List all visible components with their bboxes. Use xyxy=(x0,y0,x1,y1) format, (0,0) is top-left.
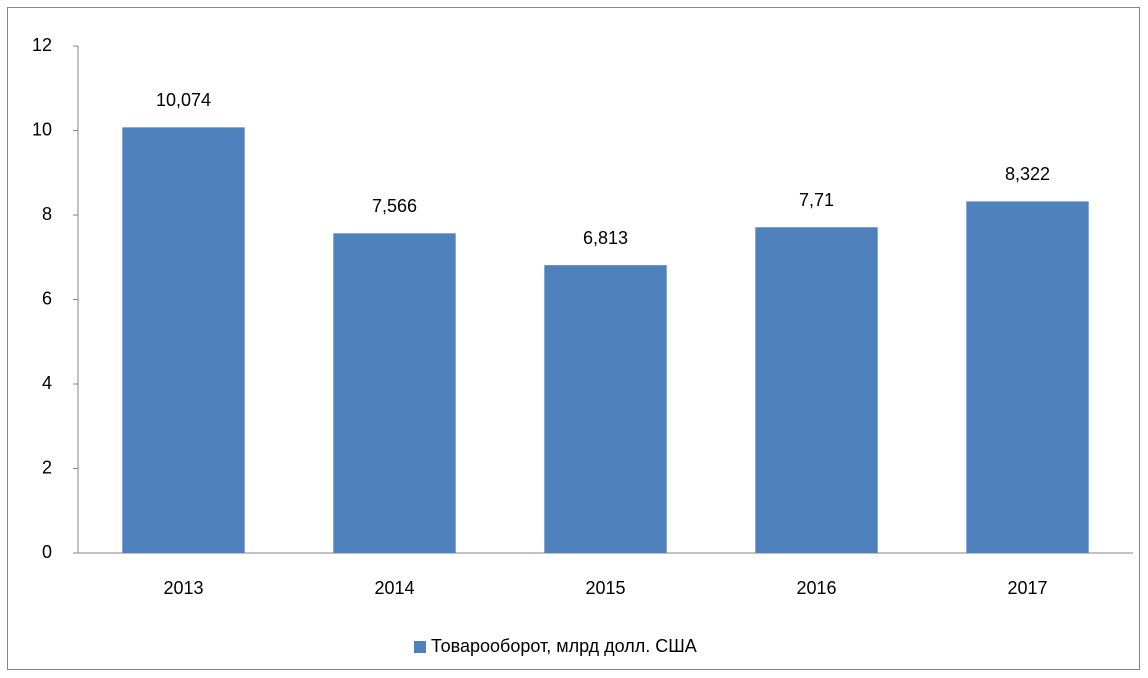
x-tick-label: 2017 xyxy=(1007,578,1047,598)
legend-label: Товарооборот, млрд долл. США xyxy=(431,636,697,656)
legend-swatch xyxy=(414,641,426,653)
x-tick-label: 2016 xyxy=(796,578,836,598)
bar xyxy=(966,201,1089,553)
y-tick-label: 2 xyxy=(42,457,52,477)
y-tick-label: 0 xyxy=(42,542,52,562)
y-tick-label: 10 xyxy=(32,119,52,139)
y-tick-label: 12 xyxy=(32,35,52,55)
data-label: 7,566 xyxy=(372,196,417,216)
y-tick-label: 8 xyxy=(42,204,52,224)
y-tick-label: 4 xyxy=(42,373,52,393)
bar xyxy=(333,233,456,554)
bar xyxy=(755,227,878,553)
x-tick-label: 2013 xyxy=(163,578,203,598)
data-label: 7,71 xyxy=(799,190,834,210)
data-label: 8,322 xyxy=(1005,164,1050,184)
data-label: 10,074 xyxy=(156,90,211,110)
bar xyxy=(544,265,667,553)
x-tick-label: 2015 xyxy=(585,578,625,598)
x-tick-label: 2014 xyxy=(374,578,414,598)
bar xyxy=(122,127,245,553)
y-tick-label: 6 xyxy=(42,288,52,308)
data-label: 6,813 xyxy=(583,228,628,248)
